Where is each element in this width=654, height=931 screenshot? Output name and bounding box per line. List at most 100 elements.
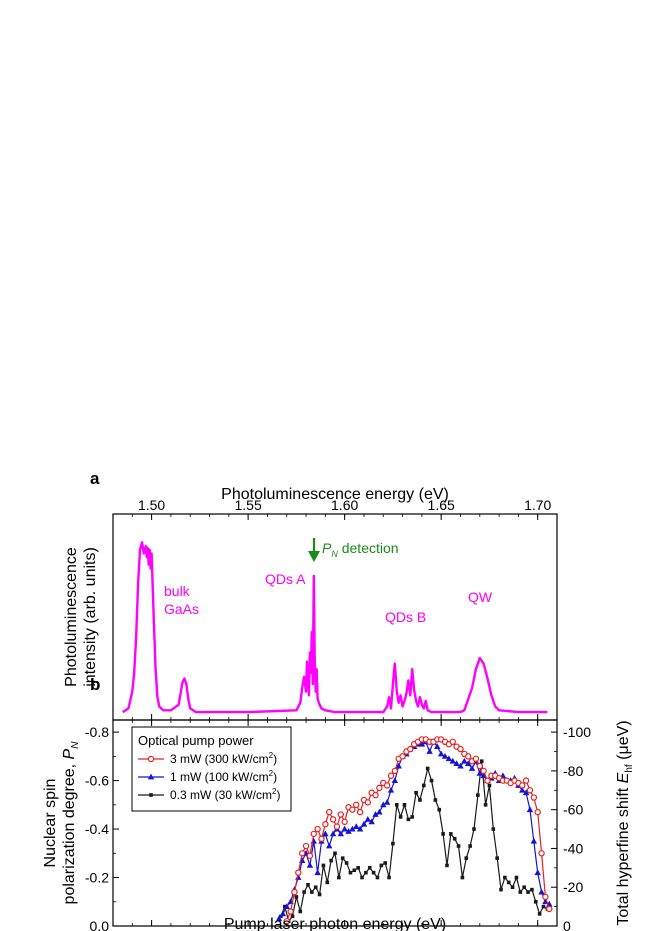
triangle-marker	[449, 757, 456, 764]
square-marker	[398, 815, 403, 819]
square-marker	[313, 885, 318, 890]
square-marker	[526, 890, 530, 894]
square-marker	[402, 803, 407, 807]
circle-marker	[372, 791, 379, 799]
circle-marker	[376, 784, 383, 792]
b-ytick-label: -0.2	[85, 870, 109, 886]
panel-b-y2label: Total hyperfine shift Ehf (μeV)	[615, 720, 635, 925]
triangle-marker	[476, 769, 483, 776]
square-marker	[302, 890, 306, 894]
legend-title: Optical pump power	[138, 733, 254, 748]
square-marker	[337, 875, 341, 880]
triangle-marker	[383, 799, 391, 805]
circle-marker	[472, 755, 480, 762]
square-marker	[449, 832, 453, 836]
square-marker	[437, 807, 442, 812]
circle-marker	[476, 762, 483, 770]
circle-marker	[341, 818, 348, 825]
square-marker	[371, 870, 376, 875]
circle-marker	[534, 808, 541, 816]
square-marker	[452, 836, 457, 841]
panel-b-ylabel-2: polarization degree, PN	[61, 741, 81, 905]
triangle-marker	[310, 837, 317, 844]
square-marker	[522, 885, 526, 890]
square-marker	[499, 887, 503, 892]
triangle-marker	[418, 740, 426, 747]
pl-spectrum-line	[122, 541, 548, 714]
square-marker	[367, 866, 372, 870]
square-marker	[468, 844, 472, 848]
square-marker	[394, 803, 399, 807]
panel-b-series	[275, 736, 553, 925]
triangle-marker	[279, 910, 287, 917]
circle-marker	[326, 808, 333, 816]
circle-marker	[542, 893, 549, 901]
a-xtick-label: 1.50	[138, 497, 165, 513]
b-y2tick-label: -80	[563, 763, 583, 779]
circle-marker	[283, 917, 290, 925]
triangle-marker	[395, 762, 402, 769]
panel-a-xlabel: Photoluminescence energy (eV)	[221, 486, 449, 503]
triangle-marker	[306, 862, 314, 868]
triangle-marker	[387, 786, 395, 793]
triangle-marker	[480, 772, 487, 779]
square-marker	[348, 870, 353, 875]
square-marker	[503, 875, 507, 880]
circle-marker	[302, 842, 310, 850]
square-marker	[325, 880, 330, 885]
square-marker	[487, 783, 492, 788]
circle-marker	[538, 850, 545, 857]
square-marker	[310, 890, 314, 894]
square-marker	[464, 856, 469, 860]
panel-a-ticks: 1.50 1.55 1.60 1.65 1.70	[112, 497, 558, 720]
square-marker	[441, 832, 445, 836]
circle-marker	[522, 777, 530, 784]
triangle-marker	[538, 888, 545, 895]
circle-marker	[349, 806, 356, 813]
panel-a-ylabel-2: intensity (arb. units)	[82, 547, 99, 687]
square-marker	[425, 766, 430, 771]
circle-marker	[399, 753, 406, 760]
a-xtick-label: 1.70	[524, 497, 551, 513]
b-ytick-label: -0.6	[85, 773, 109, 789]
square-marker	[445, 863, 449, 868]
panel-b-xlabel: Pump laser photon energy (eV)	[224, 916, 446, 931]
triangle-marker	[519, 786, 526, 793]
square-marker	[506, 880, 511, 885]
circle-marker	[391, 767, 399, 775]
panel-b-ylabel-1: Nuclear spin	[42, 779, 59, 868]
triangle-marker	[380, 801, 387, 808]
panel-a-chart: 1.50 1.55 1.60 1.65 1.70 Photoluminescence e…	[63, 486, 558, 721]
square-marker	[483, 803, 488, 807]
triangle-marker	[349, 825, 356, 832]
circle-marker	[530, 794, 538, 801]
circle-marker	[449, 738, 456, 746]
b-ytick-label: -0.4	[85, 821, 109, 837]
square-marker	[429, 778, 434, 783]
circle-marker	[387, 772, 395, 779]
legend-circle-marker	[147, 755, 155, 763]
pn-detection-label: PN detection	[322, 540, 399, 559]
triangle-marker	[526, 806, 534, 813]
circle-marker	[333, 823, 341, 830]
triangle-marker	[341, 825, 348, 832]
triangle-marker	[530, 837, 538, 844]
circle-marker	[337, 811, 344, 818]
a-xtick-label: 1.60	[331, 497, 358, 513]
square-marker	[406, 817, 411, 822]
circle-marker	[353, 801, 360, 809]
square-marker	[306, 883, 310, 887]
triangle-marker	[465, 760, 472, 767]
legend-label: 3 mW (300 kW/cm2)	[170, 751, 277, 766]
square-marker	[541, 904, 546, 909]
square-marker	[333, 851, 337, 856]
square-marker	[514, 875, 519, 880]
triangle-marker	[364, 815, 372, 822]
square-marker	[375, 875, 380, 880]
square-marker	[340, 856, 345, 860]
legend-triangle-marker	[147, 773, 155, 780]
panel-a-ylabel-1: Photoluminescence	[63, 547, 80, 687]
square-marker	[410, 815, 415, 819]
square-marker	[344, 861, 349, 865]
